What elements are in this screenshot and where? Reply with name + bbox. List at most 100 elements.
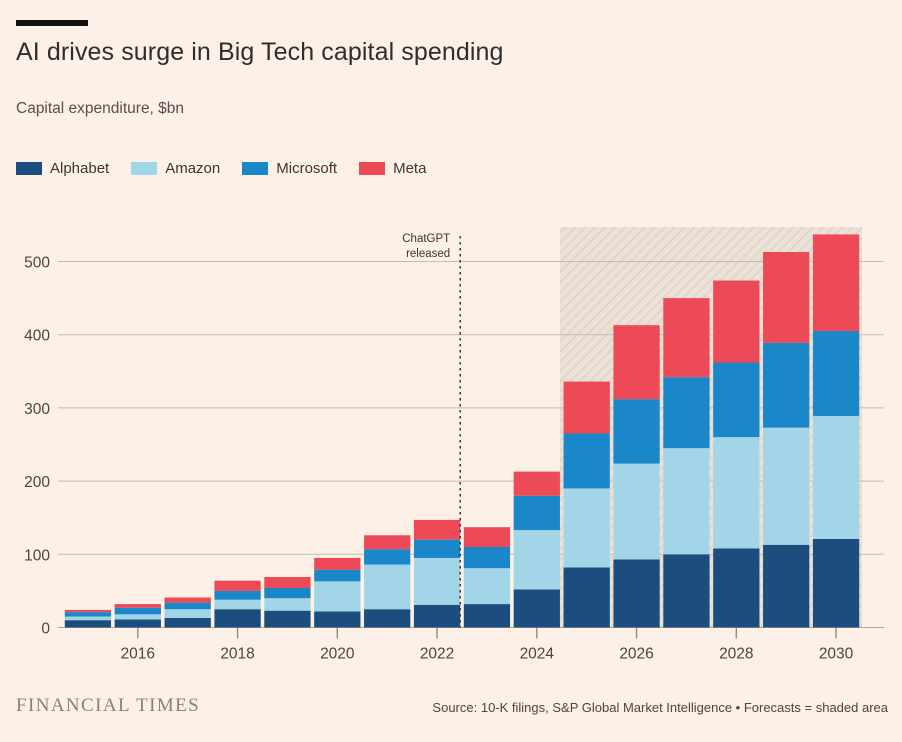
bar-stack: [114, 604, 161, 628]
bar-segment: [563, 488, 610, 568]
bar-segment: [663, 554, 710, 628]
bar-segment: [364, 535, 411, 550]
bar-segment: [463, 568, 511, 605]
bar-segment: [264, 587, 311, 599]
gridlines: [58, 261, 884, 629]
bar-segment: [214, 599, 261, 610]
bar-stack: [713, 280, 760, 628]
bar-stack: [463, 527, 511, 628]
bar-segment: [413, 519, 461, 540]
bar-segment: [812, 415, 860, 539]
axes-group: 0 100 200 300 400 500 2016 2018 2020 2022 2024 2026…: [24, 255, 854, 663]
bar-segment: [413, 557, 461, 605]
bar-stack: [763, 251, 810, 628]
bar-segment: [314, 557, 361, 570]
x-axis-tick-label: 2024: [520, 646, 555, 663]
bar-segment: [214, 590, 261, 600]
bar-segment: [64, 609, 112, 613]
source-note: Source: 10-K filings, S&P Global Market …: [432, 700, 888, 715]
bar-segment: [563, 381, 610, 434]
bar-segment: [763, 251, 810, 343]
y-axis-tick-label: 400: [24, 328, 50, 345]
forecast-shaded-region: [559, 227, 862, 628]
bar-segment: [713, 548, 760, 628]
bar-stack: [364, 535, 411, 628]
bar-stack: [513, 471, 560, 628]
x-axis-tick-label: 2026: [619, 646, 653, 663]
bar-segment: [812, 234, 860, 332]
y-axis-tick-label: 500: [24, 255, 50, 272]
top-rule: [16, 20, 88, 26]
chatgpt-annotation-line2: released: [406, 248, 450, 260]
legend-swatch-microsoft: [242, 162, 269, 175]
chart-legend: Alphabet Amazon Microsoft Meta: [16, 160, 448, 177]
y-axis-tick-label: 200: [24, 474, 50, 491]
legend-swatch-meta: [359, 162, 386, 175]
legend-item-amazon[interactable]: Amazon: [131, 160, 220, 177]
bar-segment: [663, 298, 710, 378]
bar-segment: [264, 576, 311, 588]
legend-label-alphabet: Alphabet: [50, 160, 110, 177]
bar-segment: [463, 604, 511, 628]
bar-segment: [563, 433, 610, 489]
bar-segment: [563, 567, 610, 628]
x-axis-tick-label: 2020: [320, 646, 355, 663]
bar-segment: [513, 471, 560, 496]
bar-segment: [214, 580, 261, 591]
annotations-group: ChatGPT released: [402, 233, 461, 628]
bar-stack: [214, 580, 261, 628]
y-axis-tick-label: 0: [41, 621, 50, 638]
bar-segment: [264, 610, 311, 628]
legend-swatch-amazon: [131, 162, 158, 175]
bar-stack: [812, 234, 860, 628]
legend-label-microsoft: Microsoft: [276, 160, 338, 177]
bar-segment: [513, 530, 560, 590]
bar-segment: [114, 604, 161, 608]
x-axis-tick-label: 2018: [220, 646, 254, 663]
legend-swatch-alphabet: [16, 162, 42, 175]
bar-segment: [364, 564, 411, 610]
bar-segment: [314, 569, 361, 582]
chatgpt-annotation-line1: ChatGPT: [402, 233, 450, 245]
bar-segment: [413, 539, 461, 558]
bar-segment: [713, 362, 760, 438]
bar-segment: [64, 620, 112, 628]
bar-segment: [114, 607, 161, 615]
bar-stack: [563, 381, 610, 628]
x-axis-tick-label: 2022: [420, 646, 454, 663]
bar-segment: [64, 612, 112, 617]
bar-segment: [264, 598, 311, 611]
bar-segment: [613, 559, 660, 628]
bar-stack: [264, 576, 311, 628]
legend-item-microsoft[interactable]: Microsoft: [242, 160, 337, 177]
page-title: AI drives surge in Big Tech capital spen…: [16, 38, 504, 66]
legend-item-meta[interactable]: Meta: [359, 160, 426, 177]
bar-stack: [64, 609, 112, 628]
bar-stack: [413, 519, 461, 628]
bar-segment: [763, 427, 810, 545]
bar-segment: [114, 619, 161, 628]
bar-segment: [613, 399, 660, 464]
x-axis-tick-label: 2016: [121, 646, 155, 663]
legend-item-alphabet[interactable]: Alphabet: [16, 160, 109, 177]
bar-segment: [114, 614, 161, 620]
bar-segment: [314, 611, 361, 628]
bar-segment: [663, 377, 710, 449]
x-axis-tick-label: 2030: [819, 646, 854, 663]
bar-segment: [164, 609, 211, 618]
bar-segment: [763, 342, 810, 428]
bar-segment: [763, 544, 810, 628]
bar-segment: [713, 437, 760, 549]
bar-segment: [463, 546, 511, 569]
bar-segment: [164, 617, 211, 628]
bar-segment: [364, 609, 411, 628]
bar-segment: [64, 616, 112, 621]
chart-subtitle: Capital expenditure, $bn: [16, 100, 185, 117]
bar-segment: [812, 538, 860, 628]
bar-segment: [713, 280, 760, 363]
bar-segment: [164, 602, 211, 610]
bar-segment: [663, 448, 710, 555]
x-axis-tick-label: 2028: [719, 646, 753, 663]
bar-segment: [812, 331, 860, 416]
bar-segment: [463, 527, 511, 547]
